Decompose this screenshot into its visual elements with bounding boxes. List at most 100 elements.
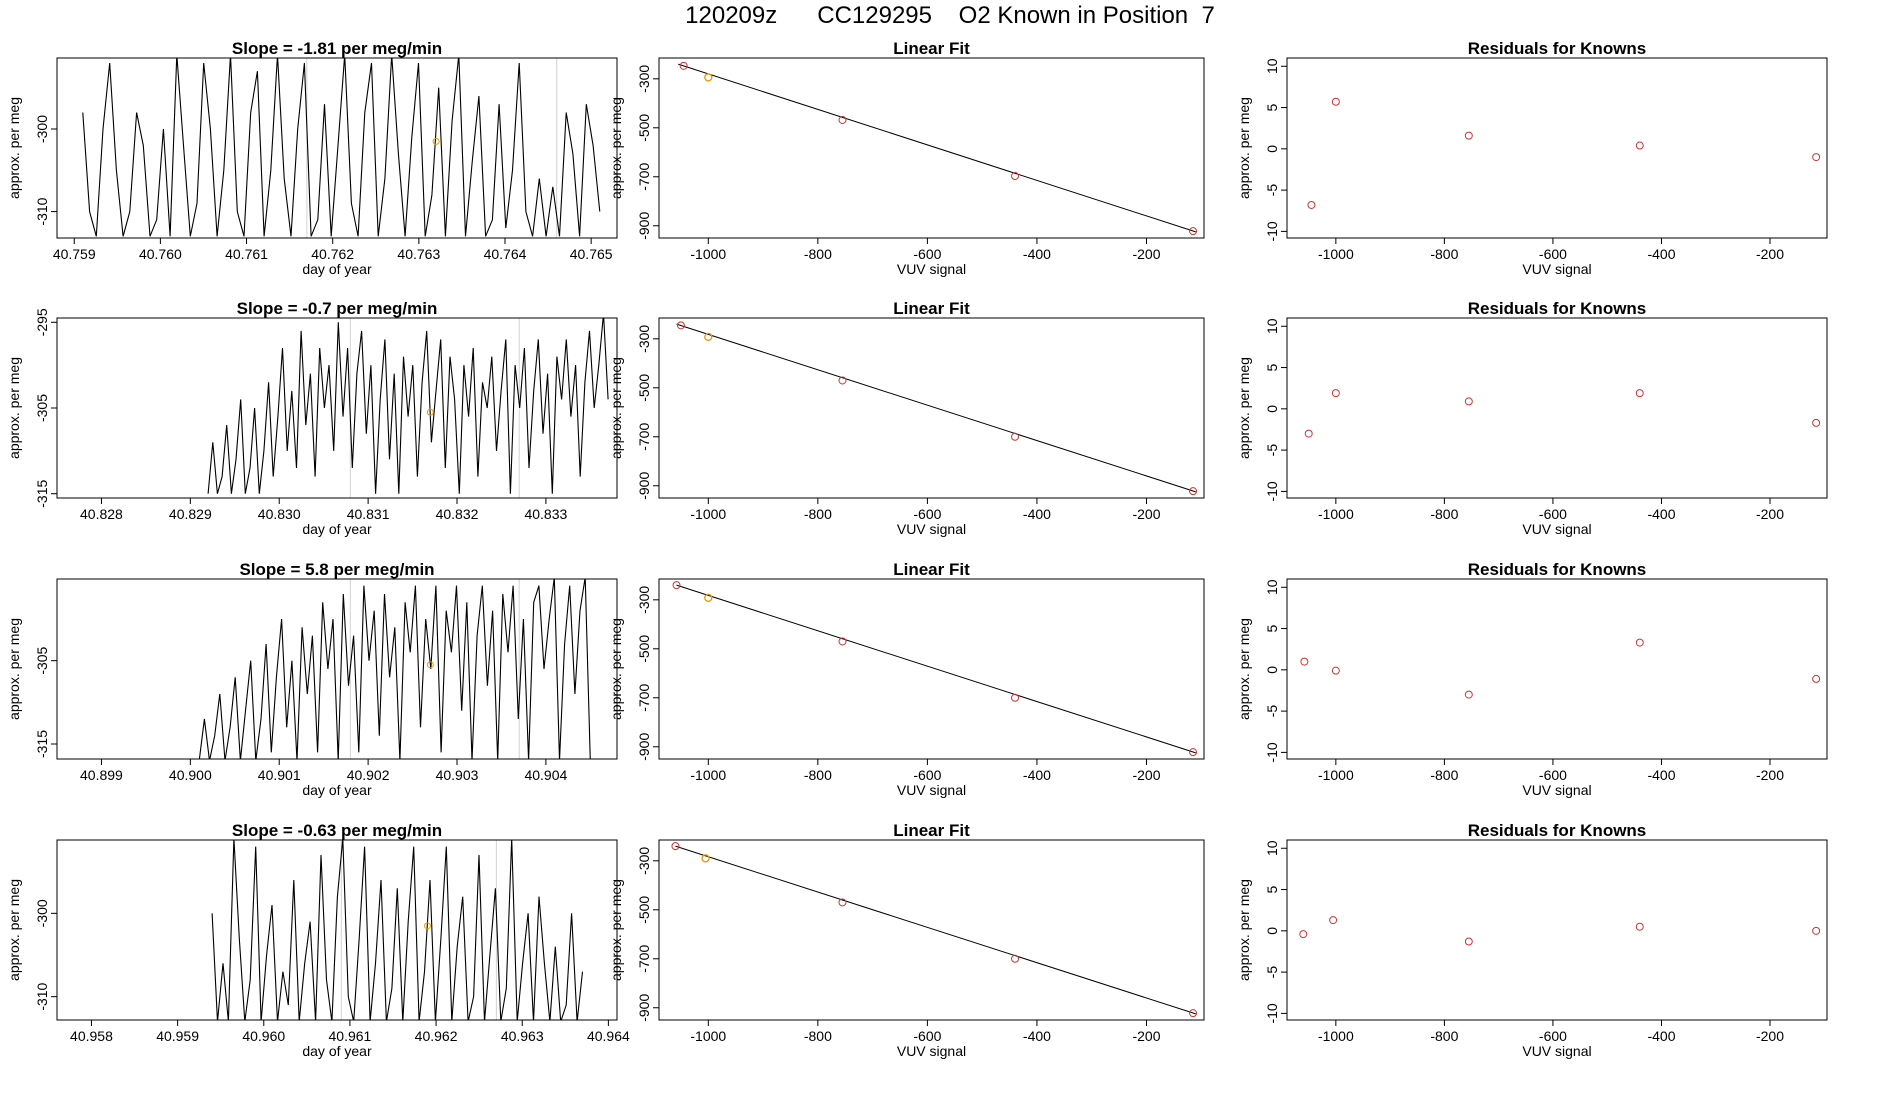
series-line	[211, 840, 584, 1020]
x-axis-label: VUV signal	[1522, 1043, 1591, 1059]
x-axis-label: day of year	[302, 782, 372, 798]
chart-title: Slope = -1.81 per meg/min	[232, 39, 442, 58]
x-tick-label: -600	[1539, 246, 1567, 262]
y-tick-label: 0	[1264, 405, 1280, 413]
x-tick-label: -800	[1430, 1028, 1458, 1044]
y-tick-label: -300	[636, 847, 652, 875]
x-tick-label: -400	[1023, 767, 1051, 783]
data-layer	[207, 318, 609, 498]
y-tick-label: -900	[636, 994, 652, 1022]
x-tick-label: -1000	[690, 1028, 726, 1044]
data-point	[1011, 693, 1020, 702]
x-axis-label: VUV signal	[1522, 521, 1591, 537]
series-line	[198, 579, 591, 759]
chart-title: Linear Fit	[893, 39, 970, 58]
y-tick-label: 10	[1264, 318, 1280, 334]
current-point	[432, 137, 440, 145]
data-layer	[82, 58, 601, 238]
y-axis-label: approx. per meg	[1236, 97, 1252, 199]
x-tick-label: 40.832	[436, 506, 479, 522]
x-tick-label: -1000	[1318, 767, 1354, 783]
y-tick-label: -10	[1264, 221, 1280, 241]
y-tick-label: -295	[34, 308, 50, 336]
x-tick-label: 40.962	[415, 1028, 458, 1044]
y-tick-label: -310	[34, 982, 50, 1010]
chart-title: Linear Fit	[893, 560, 970, 579]
chart-title: Residuals for Knowns	[1468, 39, 1647, 58]
x-tick-label: -600	[1539, 506, 1567, 522]
data-point	[1635, 922, 1644, 931]
x-tick-label: -400	[1023, 506, 1051, 522]
data-point	[1635, 638, 1644, 647]
x-axis-label: day of year	[302, 1043, 372, 1059]
x-tick-label: 40.762	[311, 246, 354, 262]
data-layer	[1307, 97, 1821, 209]
x-axis-label: VUV signal	[1522, 261, 1591, 277]
panel-1-2: Linear Fit -1000 -800 -600 -400 -200 VUV signa…	[608, 39, 1205, 277]
x-tick-label: -400	[1647, 246, 1675, 262]
y-tick-label: -305	[34, 646, 50, 674]
x-tick-label: 40.759	[53, 246, 96, 262]
x-tick-label: -800	[804, 767, 832, 783]
fit-line	[676, 323, 1196, 493]
plot-frame	[1286, 578, 1828, 760]
panel-1-1: Slope = -1.81 per meg/min 40.759 40.760 40.…	[6, 39, 618, 277]
data-point	[1304, 429, 1313, 438]
data-point	[1331, 97, 1340, 106]
data-layer	[1300, 638, 1821, 699]
data-layer	[1304, 389, 1821, 438]
x-tick-label: -400	[1023, 246, 1051, 262]
y-tick-label: 5	[1264, 103, 1280, 111]
data-point	[1635, 389, 1644, 398]
y-tick-label: -900	[636, 733, 652, 761]
y-axis-label: approx. per meg	[608, 879, 624, 981]
y-tick-label: 0	[1264, 927, 1280, 935]
x-tick-label: -800	[804, 1028, 832, 1044]
y-tick-label: -10	[1264, 481, 1280, 501]
x-tick-label: 40.964	[587, 1028, 630, 1044]
y-axis-label: approx. per meg	[6, 879, 22, 981]
panel-4-3: Residuals for Knowns -1000 -800 -600 -400 -20…	[1236, 821, 1828, 1059]
plot-frame	[56, 57, 618, 239]
panel-4-2: Linear Fit -1000 -800 -600 -400 -200 VUV signa…	[608, 821, 1205, 1059]
x-axis-label: day of year	[302, 521, 372, 537]
x-tick-label: -600	[913, 767, 941, 783]
x-tick-label: 40.828	[80, 506, 123, 522]
x-tick-label: -600	[913, 1028, 941, 1044]
y-tick-label: -300	[34, 115, 50, 143]
x-tick-label: -400	[1647, 506, 1675, 522]
current-point	[704, 332, 713, 341]
y-tick-label: -10	[1264, 742, 1280, 762]
data-point	[1812, 674, 1821, 683]
x-tick-label: -800	[804, 246, 832, 262]
data-point	[679, 61, 688, 70]
chart-title: Slope = -0.7 per meg/min	[237, 299, 438, 318]
y-tick-label: -300	[34, 899, 50, 927]
x-tick-label: 40.903	[436, 767, 479, 783]
y-tick-label: -310	[34, 197, 50, 225]
x-tick-label: 40.963	[501, 1028, 544, 1044]
y-tick-label: -315	[34, 479, 50, 507]
y-tick-label: -300	[636, 325, 652, 353]
y-tick-label: -700	[636, 163, 652, 191]
current-point	[423, 922, 431, 930]
y-tick-label: -10	[1264, 1003, 1280, 1023]
data-point	[672, 581, 681, 590]
fit-line	[675, 845, 1196, 1015]
y-tick-label: -5	[1264, 184, 1280, 197]
data-point	[1189, 227, 1198, 236]
data-point	[1189, 487, 1198, 496]
y-tick-label: -500	[636, 635, 652, 663]
x-tick-label: -600	[1539, 1028, 1567, 1044]
panel-1-3: Residuals for Knowns -1000 -800 -600 -400 -20…	[1236, 39, 1828, 277]
data-layer	[676, 321, 1198, 496]
x-tick-label: 40.902	[347, 767, 390, 783]
x-tick-label: -800	[1430, 506, 1458, 522]
y-tick-label: -315	[34, 730, 50, 758]
data-point	[1812, 153, 1821, 162]
data-point	[1329, 916, 1338, 925]
current-point	[426, 408, 434, 416]
x-tick-label: -200	[1132, 506, 1160, 522]
panel-3-1: Slope = 5.8 per meg/min 40.899 40.900 40.90…	[6, 560, 618, 798]
